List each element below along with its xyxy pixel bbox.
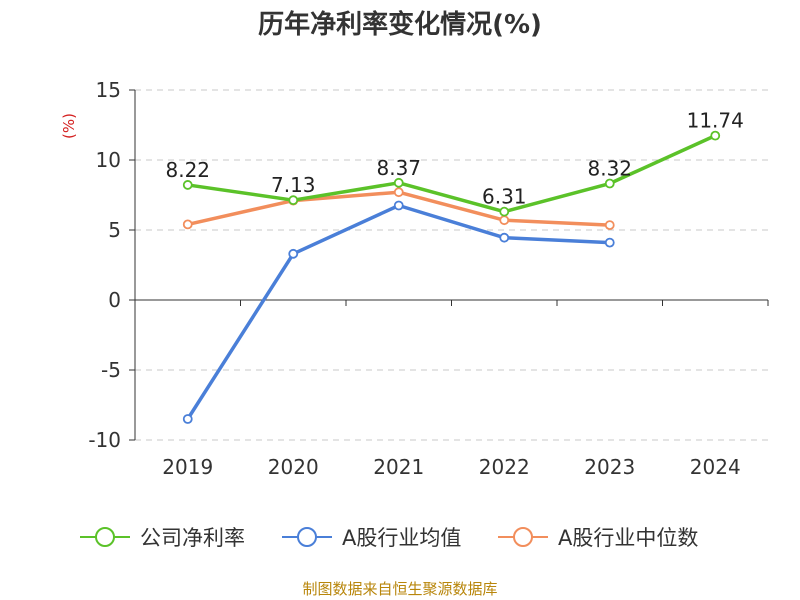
data-point: [604, 237, 615, 248]
legend-item: A股行业均值: [282, 526, 461, 550]
gridlines: [135, 89, 768, 441]
x-tick-label: 2020: [268, 455, 319, 479]
y-tick-label: 15: [96, 78, 121, 102]
series-lines: [186, 134, 716, 420]
y-tick-label: 0: [108, 288, 121, 312]
x-tick-label: 2023: [584, 455, 635, 479]
data-point: [499, 215, 510, 226]
data-point: [604, 220, 615, 231]
data-labels: 8.22 7.13 8.37 6.31 8.32 11.74: [165, 109, 743, 209]
series-line-0: [187, 134, 716, 214]
x-tick-label: 2022: [479, 455, 530, 479]
data-point: [710, 130, 721, 141]
legend-label: A股行业中位数: [558, 526, 698, 550]
series-points: [182, 130, 721, 424]
legend-marker-icon: [513, 527, 533, 547]
data-point: [393, 200, 404, 211]
data-point: [604, 178, 615, 189]
y-tick-label: 5: [108, 218, 121, 242]
data-point: [182, 414, 193, 424]
data-label: 6.31: [482, 185, 527, 209]
legend-item: A股行业中位数: [498, 526, 698, 550]
y-axis-label: (%): [60, 113, 78, 139]
data-point: [499, 232, 510, 243]
x-axis: 2019 2020 2021 2022 2023 2024: [134, 299, 769, 479]
legend-label: 公司净利率: [140, 526, 245, 550]
data-point: [288, 248, 299, 259]
source-note: 制图数据来自恒生聚源数据库: [302, 580, 498, 598]
data-point: [288, 195, 299, 206]
y-tick-label: -5: [101, 358, 121, 382]
data-label: 8.37: [376, 156, 421, 180]
y-axis-ticks: 15 10 5 0 -5 -10: [88, 78, 136, 452]
legend: 公司净利率 A股行业均值 A股行业中位数: [80, 526, 698, 550]
data-label: 8.22: [165, 158, 210, 182]
data-point: [393, 187, 404, 198]
data-point: [182, 219, 193, 230]
y-tick-label: 10: [96, 148, 121, 172]
x-tick-label: 2024: [690, 455, 741, 479]
data-label: 11.74: [687, 109, 744, 133]
data-point: [499, 206, 510, 217]
series-line-1: [186, 203, 610, 420]
data-point: [393, 177, 404, 188]
data-label: 8.32: [587, 157, 632, 181]
x-tick-label: 2019: [162, 455, 213, 479]
legend-marker-icon: [297, 527, 317, 547]
legend-marker-icon: [95, 527, 115, 547]
legend-item: 公司净利率: [80, 526, 245, 550]
chart-title: 历年净利率变化情况(%): [258, 10, 542, 40]
legend-label: A股行业均值: [342, 526, 461, 550]
data-point: [182, 180, 193, 190]
x-tick-label: 2021: [373, 455, 424, 479]
y-tick-label: -10: [88, 428, 121, 452]
data-label: 7.13: [271, 173, 316, 197]
